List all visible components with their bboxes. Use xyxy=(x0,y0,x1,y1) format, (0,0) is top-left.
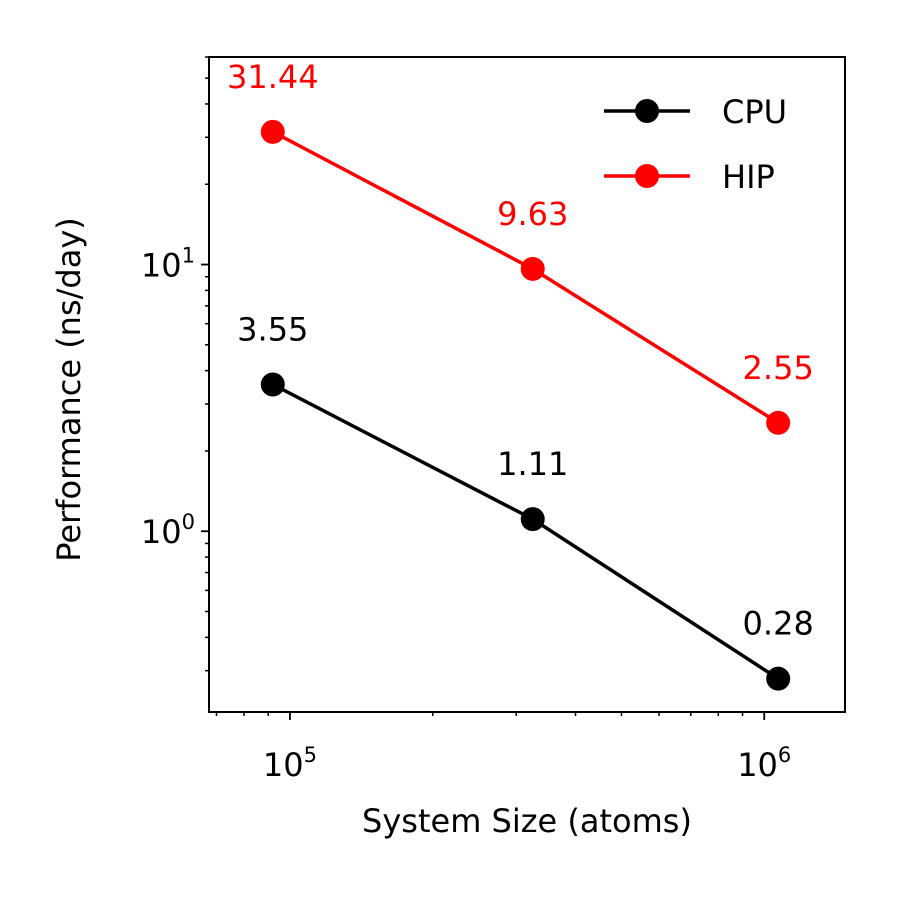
x-axis-label: System Size (atoms) xyxy=(362,802,692,840)
data-labels-layer: 3.55 1.11 0.28 31.44 9.63 2.55 xyxy=(227,58,814,643)
y-tick-label: 101 xyxy=(141,244,195,285)
plot-frame xyxy=(208,56,846,713)
series-layer xyxy=(260,119,791,691)
cpu-legend-marker xyxy=(635,99,659,123)
hip-data-point xyxy=(260,119,285,144)
cpu-data-point xyxy=(766,666,791,691)
cpu-series-line xyxy=(271,382,780,681)
cpu-data-label: 1.11 xyxy=(497,445,568,483)
cpu-data-label: 0.28 xyxy=(743,605,814,643)
hip-legend-marker xyxy=(635,164,659,188)
ticks-layer: 105 106 100 101 xyxy=(141,56,791,784)
hip-data-point xyxy=(766,410,791,435)
hip-legend-label: HIP xyxy=(722,158,775,196)
hip-data-label: 31.44 xyxy=(227,58,319,96)
cpu-data-point xyxy=(260,372,285,397)
cpu-data-label: 3.55 xyxy=(237,310,308,348)
hip-data-point xyxy=(520,256,545,281)
legend: CPU HIP xyxy=(604,93,787,196)
hip-data-label: 2.55 xyxy=(743,349,814,387)
y-axis-label: Performance (ns/day) xyxy=(50,217,88,562)
hip-data-label: 9.63 xyxy=(497,195,568,233)
cpu-legend-label: CPU xyxy=(722,93,787,131)
x-tick-label: 105 xyxy=(263,743,317,784)
cpu-data-point xyxy=(520,507,545,532)
y-tick-label: 100 xyxy=(141,510,195,551)
x-tick-label: 106 xyxy=(737,743,791,784)
